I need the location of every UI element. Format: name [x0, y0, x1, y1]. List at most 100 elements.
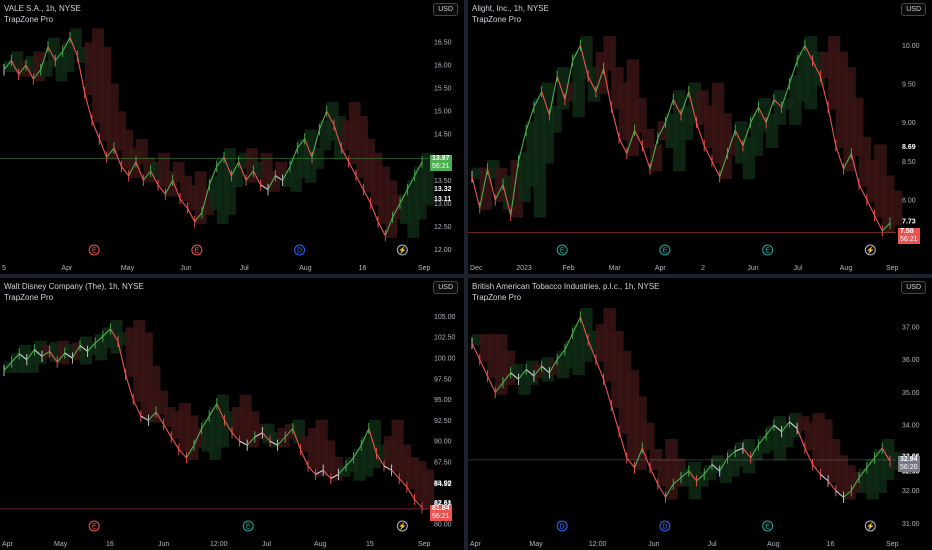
y-tick-label: 90.00	[434, 439, 452, 446]
trapzone-cloud	[246, 148, 258, 183]
price-bar	[413, 498, 423, 508]
trapzone-cloud	[422, 152, 434, 206]
price-bar	[62, 37, 71, 52]
trapzone-cloud	[549, 105, 562, 133]
price-bar	[796, 45, 806, 62]
price-bar	[399, 189, 408, 204]
price-bar	[193, 428, 203, 446]
price-bar	[688, 470, 697, 482]
symbol-title[interactable]: Alight, Inc., 1h, NYSE	[472, 4, 549, 13]
symbol-title[interactable]: British American Tobacco Industries, p.l…	[472, 282, 660, 291]
trapzone-cloud	[70, 28, 82, 50]
y-tick-label: 37.00	[902, 324, 920, 331]
y-tick-label: 14.50	[434, 132, 452, 139]
price-bar	[113, 147, 122, 167]
axis-price-label: 32.60	[902, 469, 920, 476]
event-marker-letter: E	[92, 524, 97, 531]
event-marker-icon	[88, 520, 100, 532]
x-tick-label: Sep	[886, 265, 899, 272]
last-price-tag[interactable]: 7.58 56:21	[898, 228, 920, 245]
price-bar	[587, 75, 597, 92]
symbol-title[interactable]: Walt Disney Company (The), 1h, NYSE	[4, 282, 144, 291]
price-bar	[178, 449, 187, 459]
price-bar	[179, 198, 188, 209]
trapzone-cloud	[92, 28, 104, 123]
chart-panel-vale[interactable]: 16.5016.0015.5015.0014.5014.0013.5013.00…	[0, 0, 464, 274]
panel-divider-horizontal[interactable]	[0, 274, 932, 278]
price-bar	[486, 375, 496, 393]
trapzone-cloud	[649, 144, 663, 172]
currency-button[interactable]: USD	[433, 3, 458, 16]
trapzone-cloud	[186, 415, 199, 460]
price-plot[interactable]: 16.5016.0015.5015.0014.5014.0013.5013.00…	[0, 0, 464, 274]
price-bar	[757, 434, 767, 446]
last-price-tag[interactable]: 13.97 56:21	[430, 154, 452, 171]
price-bar	[881, 447, 891, 462]
chart-panel-bat[interactable]: 37.0036.0035.0034.0033.0032.0031.0033.06…	[468, 278, 932, 550]
price-bar	[781, 83, 790, 108]
price-bar	[843, 153, 852, 170]
x-tick-label: 2	[701, 265, 705, 272]
price-bar	[711, 161, 721, 177]
price-bar	[850, 153, 860, 185]
last-price-tag[interactable]: 32.94 56:20	[898, 455, 920, 472]
price-bar	[223, 157, 232, 176]
price-bar	[186, 207, 196, 223]
symbol-title[interactable]: VALE S.A., 1h, NYSE	[4, 4, 81, 13]
x-tick-label: Jun	[158, 541, 169, 548]
chart-panel-disney[interactable]: 105.00 102.50 100.00 97.50 95.00 92.50 90.00 87…	[0, 278, 464, 550]
price-bar	[595, 359, 605, 380]
y-tick-label: 32.00	[902, 488, 920, 495]
price-bar	[603, 68, 612, 108]
price-bar	[76, 55, 86, 93]
price-bar	[556, 76, 566, 100]
price-bar	[140, 415, 149, 421]
price-plot[interactable]: 105.00 102.50 100.00 97.50 95.00 92.50 90.00 87…	[0, 278, 464, 550]
trapzone-cloud	[216, 394, 229, 448]
price-bar	[587, 339, 597, 360]
trapzone-cloud	[216, 157, 229, 225]
chart-panel-alight[interactable]: 10.009.509.008.508.007.508.697.73Dec2023…	[468, 0, 932, 274]
price-bar	[695, 122, 705, 146]
price-bar	[377, 221, 386, 236]
currency-button[interactable]: USD	[433, 281, 458, 294]
trapzone-cloud	[421, 469, 435, 510]
event-marker-letter: ⚡	[398, 246, 407, 255]
indicator-label[interactable]: TrapZone Pro	[4, 15, 54, 24]
trapzone-cloud	[180, 175, 192, 202]
last-price-tag[interactable]: 81.84 56:21	[430, 504, 452, 521]
price-bar	[125, 374, 134, 400]
price-bar	[307, 465, 317, 475]
price-plot[interactable]: 37.0036.0035.0034.0033.0032.0031.0033.06…	[468, 278, 932, 550]
price-bar	[216, 403, 225, 421]
price-bar	[267, 175, 276, 190]
price-bar	[84, 92, 93, 121]
trapzone-cloud	[348, 102, 361, 165]
price-bar	[556, 349, 566, 361]
price-bar	[201, 184, 210, 213]
price-bar	[360, 428, 370, 446]
currency-button[interactable]: USD	[901, 3, 926, 16]
price-bar	[804, 45, 814, 62]
price-bar	[734, 130, 744, 147]
price-bar	[216, 156, 225, 167]
indicator-label[interactable]: TrapZone Pro	[4, 293, 54, 302]
price-bar	[185, 444, 195, 458]
trapzone-cloud	[62, 42, 75, 73]
price-bar	[881, 222, 891, 232]
trapzone-cloud	[209, 175, 222, 211]
price-bar	[3, 361, 13, 371]
trapzone-cloud	[33, 51, 46, 82]
price-bar	[525, 106, 535, 131]
price-bar	[406, 486, 415, 500]
price-bar	[337, 465, 347, 475]
currency-button[interactable]: USD	[901, 281, 926, 294]
trapzone-cloud	[84, 42, 97, 96]
event-marker-letter: E	[765, 248, 770, 255]
price-plot[interactable]: 10.009.509.008.508.007.508.697.73Dec2023…	[468, 0, 932, 274]
trapzone-cloud	[688, 462, 701, 500]
indicator-label[interactable]: TrapZone Pro	[472, 15, 522, 24]
x-tick-label: 2023	[516, 265, 532, 272]
indicator-label[interactable]: TrapZone Pro	[472, 293, 522, 302]
y-tick-label: 85.00	[434, 480, 452, 487]
